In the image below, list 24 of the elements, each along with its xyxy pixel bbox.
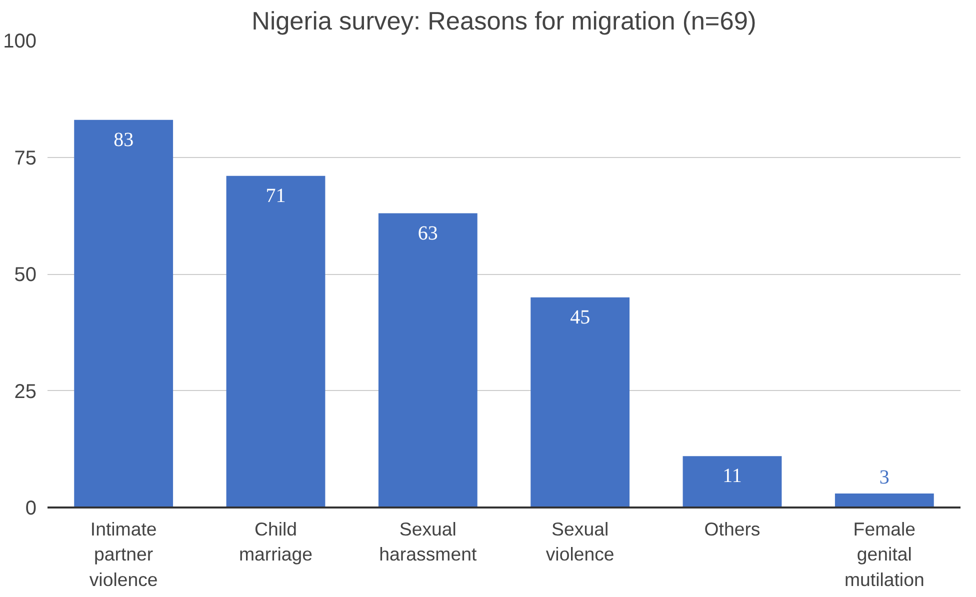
bar [530,297,630,508]
x-tick-label: Intimate partner violence [89,518,158,590]
bar [834,493,934,508]
y-tick-label: 75 [14,147,37,170]
x-tick-label: Female genital mutilation [844,518,924,590]
x-tick-label: Child marriage [238,518,313,565]
bar [74,120,174,508]
data-label: 11 [722,465,742,488]
y-tick-label: 50 [14,264,37,286]
y-tick-label: 25 [14,380,37,403]
bar [682,456,782,508]
bar [226,176,326,508]
bar [378,213,478,508]
x-tick-label: Others [704,518,760,540]
chart-title: Nigeria survey: Reasons for migration (n=69) [252,8,756,36]
data-label: 83 [114,128,134,151]
x-tick-label: Sexual violence [546,518,614,565]
y-tick-label: 100 [3,30,37,52]
data-label: 63 [418,222,438,244]
x-tick-label: Sexual harassment [379,518,478,565]
data-label: 3 [879,466,890,488]
data-label: 45 [570,306,590,328]
y-tick-label: 0 [25,498,36,520]
data-label: 71 [266,184,286,207]
